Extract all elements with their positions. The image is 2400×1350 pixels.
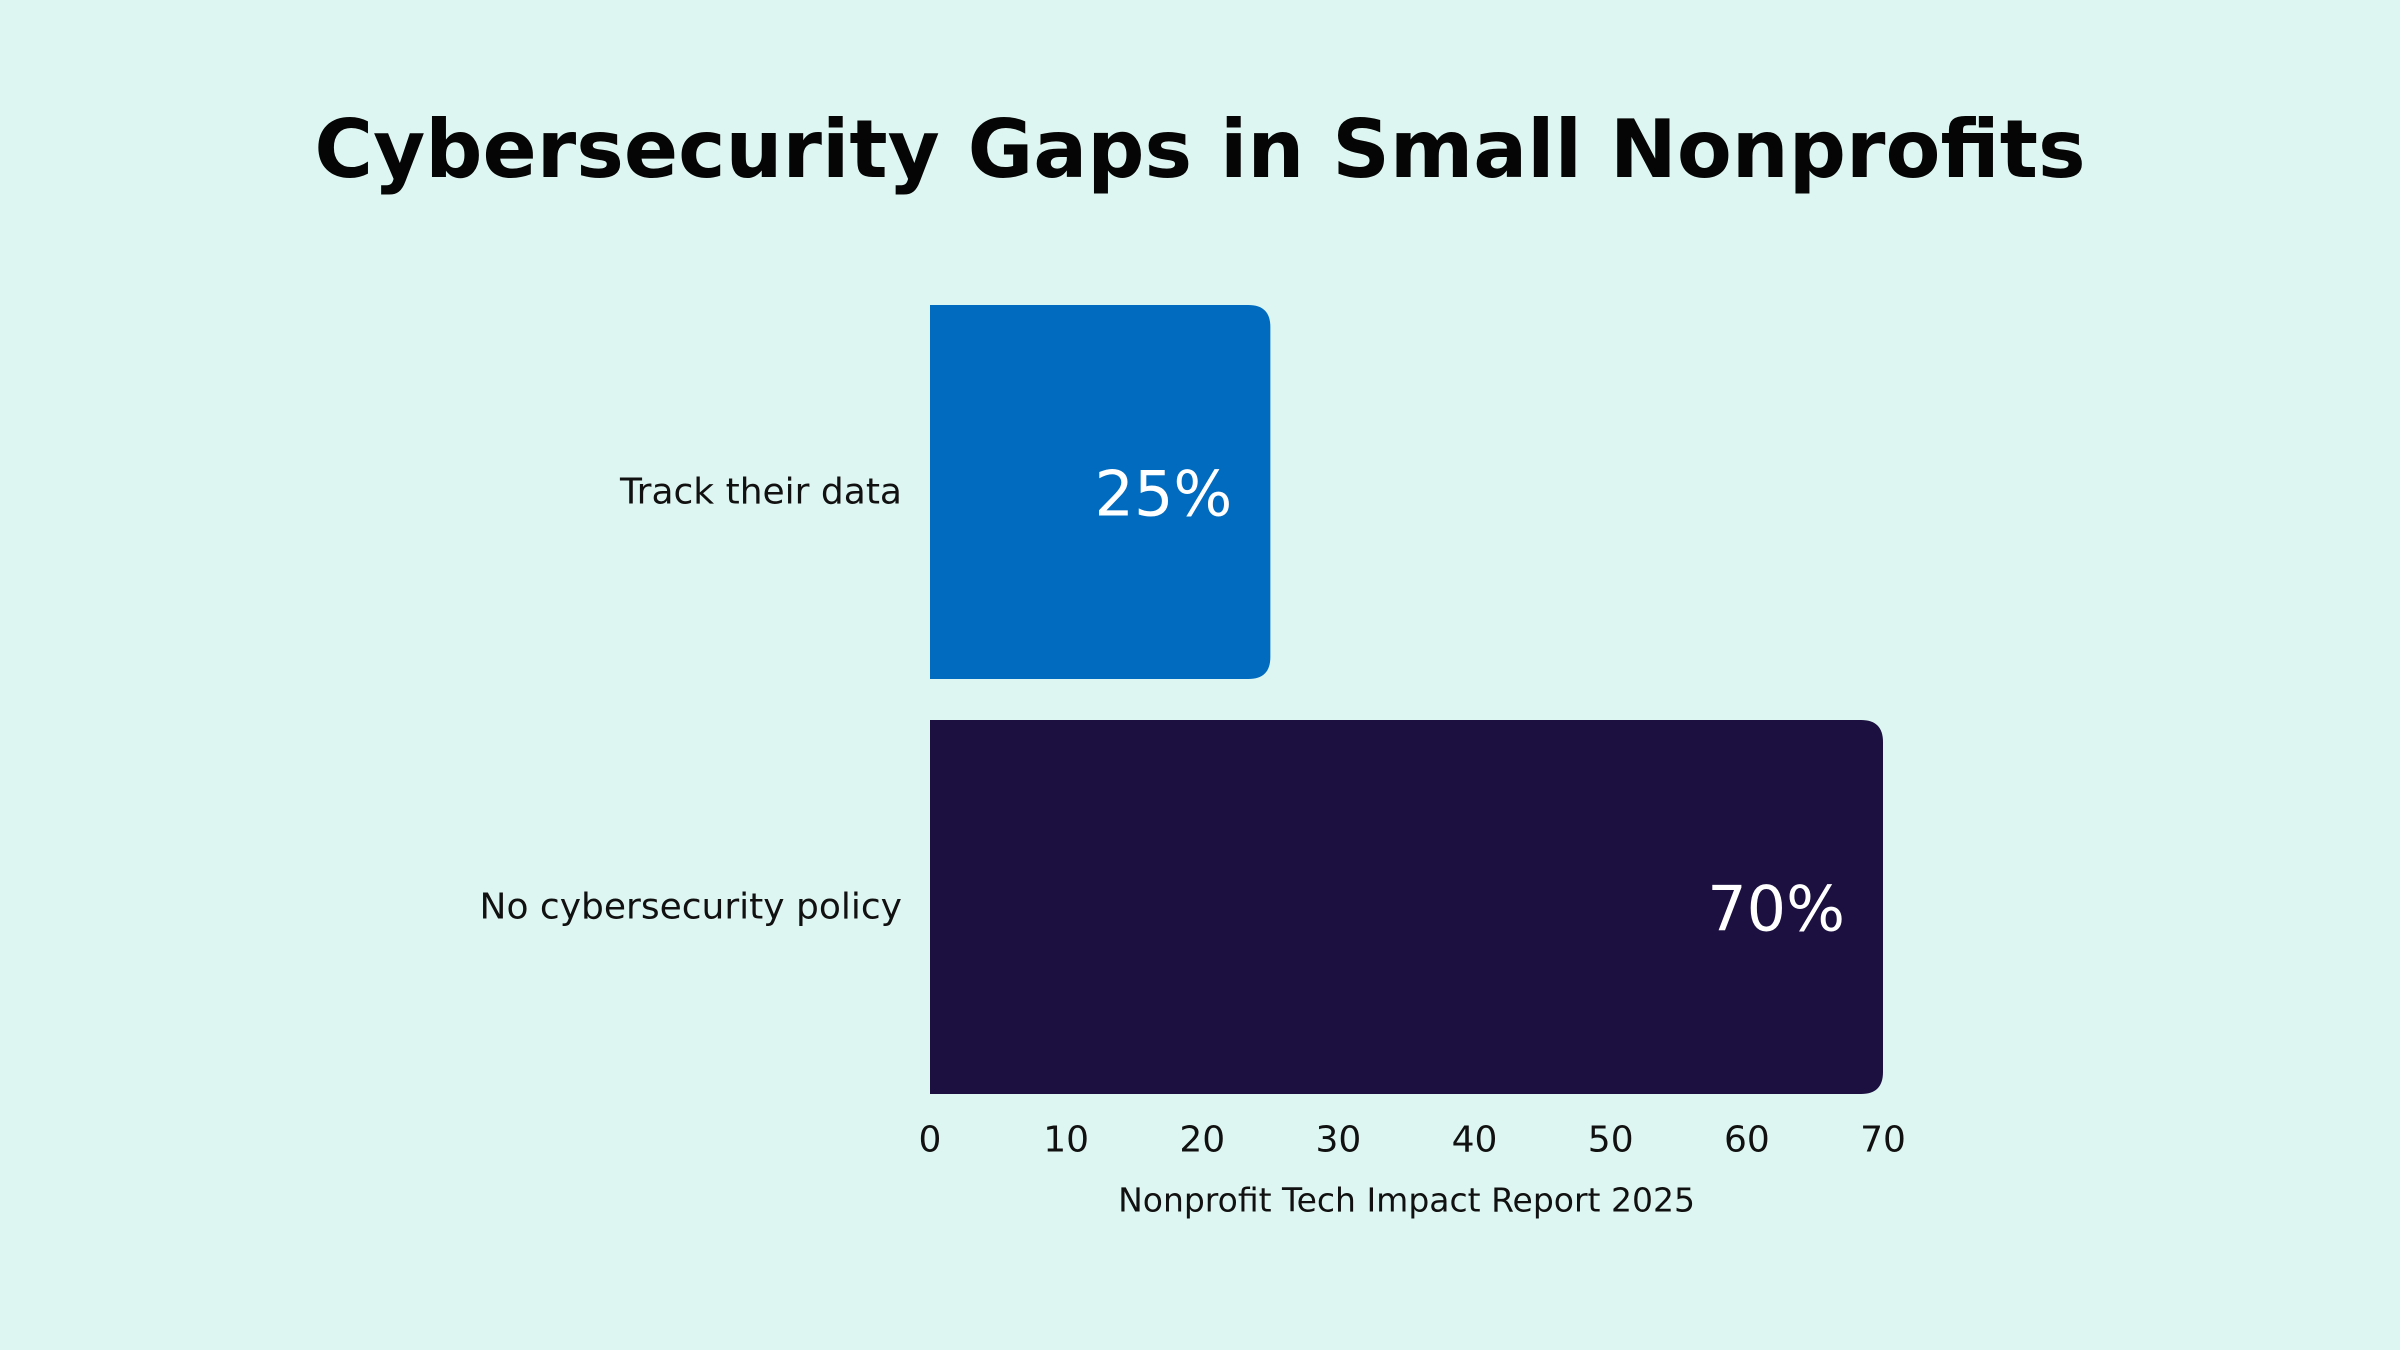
category-label-2: No cybersecurity policy [480, 887, 902, 928]
data-label-2: 70% [1707, 873, 1845, 946]
x-axis-title: Nonprofit Tech Impact Report 2025 [1118, 1181, 1695, 1220]
x-tick-label: 10 [1043, 1120, 1089, 1161]
category-label-1: Track their data [619, 472, 902, 513]
x-tick-label: 40 [1452, 1120, 1498, 1161]
data-label-1: 25% [1095, 458, 1233, 531]
x-tick-label: 20 [1179, 1120, 1225, 1161]
x-tick-label: 0 [919, 1120, 942, 1161]
x-tick-label: 30 [1316, 1120, 1362, 1161]
bar-2 [930, 720, 1883, 1094]
chart-title: Cybersecurity Gaps in Small Nonprofits [314, 103, 2086, 196]
x-tick-label: 60 [1724, 1120, 1770, 1161]
x-tick-label: 50 [1588, 1120, 1634, 1161]
x-tick-label: 70 [1860, 1120, 1906, 1161]
bar-1 [930, 305, 1271, 679]
